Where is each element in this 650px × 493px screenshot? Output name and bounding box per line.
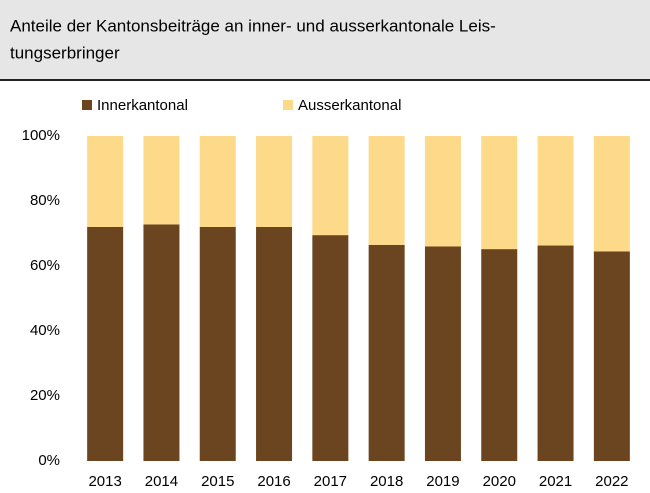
bar-segment: [593, 136, 630, 252]
bar-segment: [537, 245, 574, 461]
legend-swatch: [82, 100, 92, 110]
legend-label: Ausserkantonal: [298, 97, 401, 114]
y-tick-label: 40%: [30, 322, 60, 339]
y-tick-label: 60%: [30, 257, 60, 274]
x-tick-label: 2021: [539, 473, 572, 490]
chart-title: tungserbringer: [10, 43, 120, 62]
x-tick-label: 2017: [314, 473, 347, 490]
x-tick-label: 2014: [145, 473, 178, 490]
bar-segment: [143, 224, 180, 461]
bar-segment: [256, 227, 293, 461]
bar-segment: [424, 136, 461, 247]
bar-segment: [256, 136, 293, 227]
bar-segment: [87, 136, 124, 227]
bar-segment: [424, 246, 461, 461]
y-tick-label: 100%: [22, 127, 60, 144]
x-tick-label: 2015: [201, 473, 234, 490]
x-tick-label: 2018: [370, 473, 403, 490]
x-tick-label: 2022: [595, 473, 628, 490]
y-tick-label: 20%: [30, 387, 60, 404]
bar-segment: [368, 136, 405, 245]
x-tick-label: 2013: [88, 473, 121, 490]
bar-segment: [199, 227, 236, 461]
bar-segment: [143, 136, 180, 225]
bar-segment: [368, 244, 405, 461]
bar-segment: [537, 136, 574, 246]
bar-segment: [481, 249, 518, 461]
bar-segment: [593, 251, 630, 461]
bar-segment: [312, 136, 349, 236]
bar-segment: [481, 136, 518, 250]
x-tick-label: 2019: [426, 473, 459, 490]
x-tick-label: 2016: [257, 473, 290, 490]
y-tick-label: 80%: [30, 192, 60, 209]
bar-segment: [199, 136, 236, 227]
legend-label: Innerkantonal: [97, 97, 188, 114]
x-tick-label: 2020: [483, 473, 516, 490]
bar-segment: [312, 235, 349, 461]
y-tick-label: 0%: [38, 452, 60, 469]
bar-segment: [87, 227, 124, 461]
chart-title: Anteile der Kantonsbeiträge an inner- un…: [10, 16, 496, 35]
header-background: [0, 0, 650, 80]
legend-swatch: [283, 100, 293, 110]
